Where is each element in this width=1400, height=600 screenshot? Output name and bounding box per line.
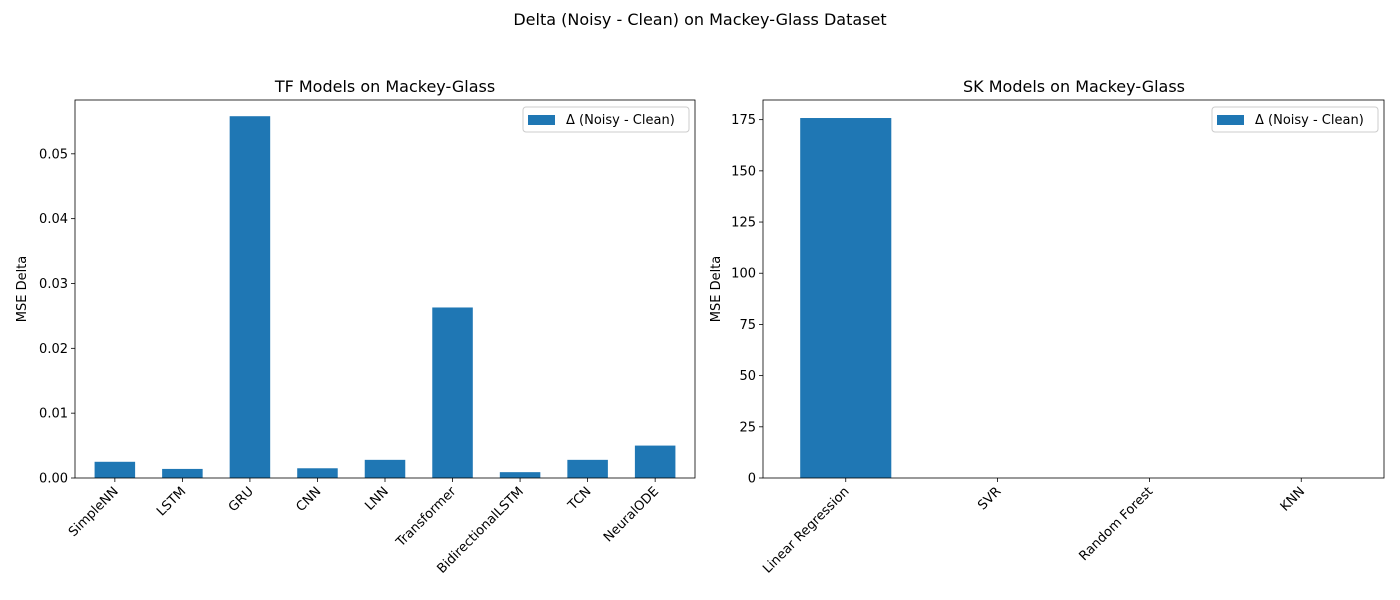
sk-ytick-label: 75 bbox=[739, 318, 756, 333]
tf-ytick-label: 0.00 bbox=[39, 472, 68, 487]
sk-ytick-label: 175 bbox=[731, 113, 756, 128]
tf-xtick-label: CNN bbox=[294, 484, 325, 515]
figure-suptitle: Delta (Noisy - Clean) on Mackey-Glass Da… bbox=[513, 10, 886, 29]
sk-ytick-label: 25 bbox=[739, 420, 756, 435]
tf-bar-lstm bbox=[162, 468, 203, 478]
sk-ytick-label: 125 bbox=[731, 216, 756, 231]
sk-legend-box bbox=[1211, 106, 1379, 133]
sk-legend-swatch bbox=[1217, 115, 1244, 125]
tf-bar-tcn bbox=[567, 459, 608, 478]
tf-bar-transformer bbox=[432, 307, 473, 478]
tf-ytick-label: 0.05 bbox=[39, 147, 68, 162]
tf-panel-title: TF Models on Mackey-Glass bbox=[274, 77, 495, 96]
tf-xtick-label: Transformer bbox=[393, 484, 460, 551]
tf-y-axis-label: MSE Delta bbox=[15, 256, 30, 323]
sk-legend-label: Δ (Noisy - Clean) bbox=[1255, 113, 1364, 128]
sk-ytick-label: 50 bbox=[739, 369, 756, 384]
sk-y-axis-label: MSE Delta bbox=[709, 256, 724, 323]
tf-bar-simplenn bbox=[94, 461, 136, 478]
tf-models-panel: TF Models on Mackey-Glass MSE Delta 0.00… bbox=[15, 77, 696, 577]
tf-legend-box bbox=[522, 106, 690, 133]
tf-xtick-label: NeuralODE bbox=[601, 484, 662, 545]
sk-axes-frame bbox=[762, 99, 1385, 479]
tf-xtick-label: LNN bbox=[362, 484, 391, 513]
sk-xtick-label: Linear Regression bbox=[760, 484, 852, 576]
tf-xtick-label: GRU bbox=[226, 484, 257, 515]
tf-ytick-label: 0.04 bbox=[39, 212, 68, 227]
sk-bar-linear-regression bbox=[800, 118, 892, 478]
tf-bar-bidirectionallstm bbox=[499, 472, 541, 478]
sk-xtick-label: KNN bbox=[1278, 484, 1308, 514]
tf-bar-neuralode bbox=[634, 445, 676, 478]
tf-ytick-label: 0.03 bbox=[39, 277, 68, 292]
tf-xtick-label: SimpleNN bbox=[66, 484, 122, 540]
tf-legend-label: Δ (Noisy - Clean) bbox=[566, 113, 675, 128]
tf-bar-gru bbox=[229, 116, 271, 478]
sk-ytick-label: 150 bbox=[731, 164, 756, 179]
sk-xtick-label: Random Forest bbox=[1076, 484, 1156, 564]
tf-ytick-label: 0.02 bbox=[39, 342, 68, 357]
sk-ytick-label: 100 bbox=[731, 267, 756, 282]
sk-xtick-label: SVR bbox=[975, 484, 1004, 513]
sk-panel-title: SK Models on Mackey-Glass bbox=[963, 77, 1185, 96]
tf-ytick-label: 0.01 bbox=[39, 407, 68, 422]
tf-legend-swatch bbox=[528, 115, 555, 125]
tf-axes-frame bbox=[74, 99, 696, 479]
tf-bar-cnn bbox=[297, 468, 338, 478]
tf-xtick-label: LSTM bbox=[154, 484, 189, 519]
tf-bar-lnn bbox=[364, 459, 406, 478]
tf-xtick-label: TCN bbox=[565, 484, 595, 514]
sk-ytick-label: 0 bbox=[748, 472, 756, 487]
sk-models-panel: SK Models on Mackey-Glass MSE Delta 0 25 5… bbox=[709, 77, 1385, 577]
